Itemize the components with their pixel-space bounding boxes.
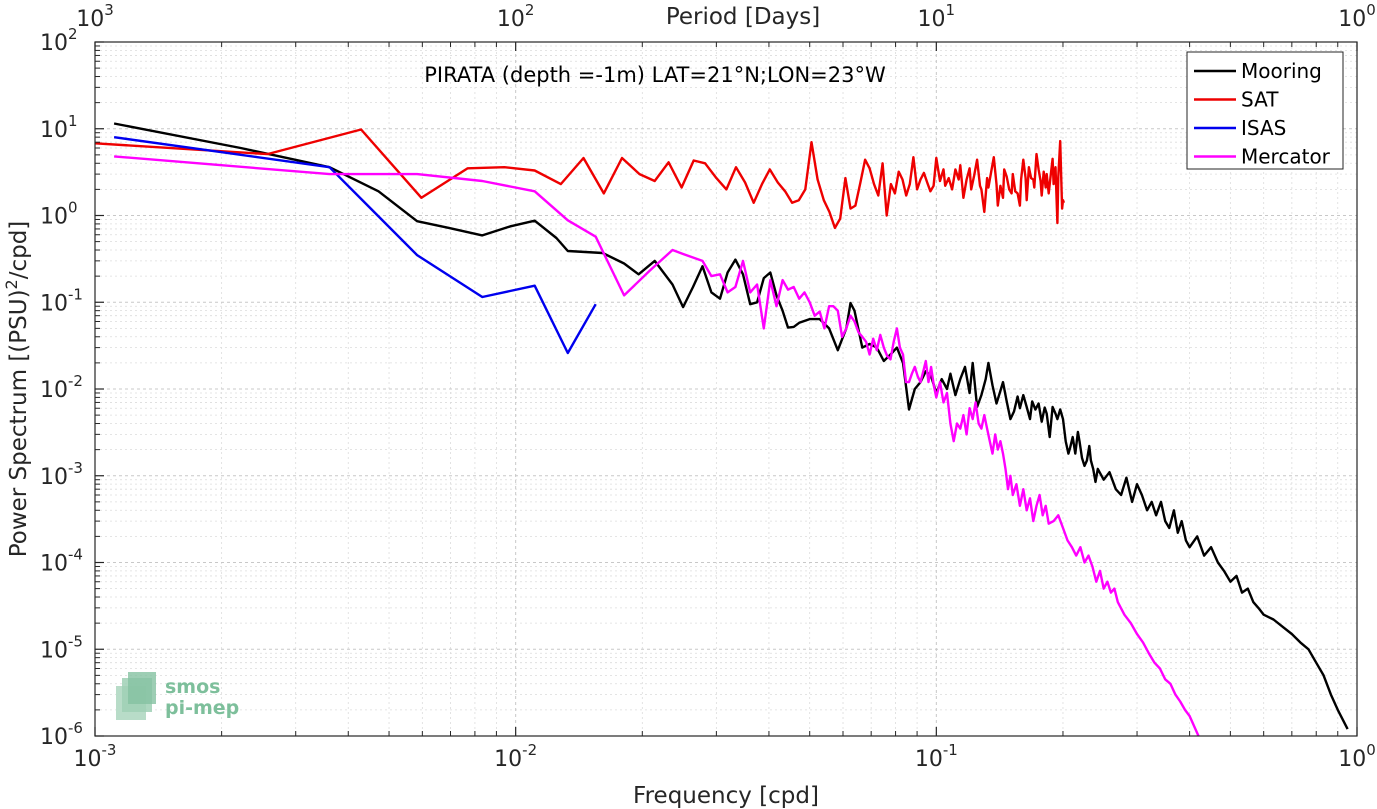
y-tick-label: 10-3 [40,459,83,490]
legend-label-mercator: Mercator [1241,145,1331,169]
legend-label-sat: SAT [1241,88,1279,112]
y-tick-label: 10-5 [40,632,83,663]
x-tick-base: 10 [494,747,522,772]
logo-shape-front [128,672,156,704]
x-tick-label: 10-1 [915,741,958,772]
y-axis-label-tail: /cpd] [6,221,32,280]
y-tick-base: 10 [40,291,68,316]
y-axis-label-text: Power Spectrum [(PSU) [6,289,32,557]
y-tick-base: 10 [40,638,68,663]
x-tick-label: 10-2 [494,741,537,772]
y-tick-exp: 0 [68,199,78,217]
series-line-isas [113,136,597,355]
x-tick-exp: -3 [102,741,117,759]
top-tick-label: 103 [76,1,114,32]
x-tick-exp: -1 [943,741,958,759]
y-tick-exp: -5 [68,632,83,650]
y-tick-base: 10 [40,552,68,577]
y-tick-exp: -6 [68,719,83,737]
top-tick-label: 100 [1338,1,1376,32]
x-tick-exp: -2 [522,741,537,759]
y-tick-exp: -2 [68,372,83,390]
top-tick-exp: 3 [104,1,114,19]
y-axis-label: Power Spectrum [(PSU)2/cpd] [2,221,32,558]
y-tick-base: 10 [40,378,68,403]
x-tick-label: 100 [1338,741,1376,772]
y-tick-label: 10-6 [40,719,83,750]
logo-text-smos: smos [165,676,220,698]
y-axis-label-sup: 2 [2,279,21,289]
x-axis-label: Frequency [cpd] [633,783,819,809]
y-tick-exp: 1 [68,112,78,130]
logo-text-pi-mep: pi-mep [165,697,239,719]
top-tick-label: 102 [497,1,535,32]
x-tick-base: 10 [74,747,102,772]
y-tick-base: 10 [40,31,68,56]
legend: Mooring SAT ISAS Mercator [1186,51,1344,170]
top-tick-label: 101 [918,1,956,32]
y-tick-exp: -1 [68,285,83,303]
x-tick-base: 10 [915,747,943,772]
tick-marks [94,41,1358,737]
series-line-mercator [114,155,1200,736]
y-tick-label: 101 [40,112,78,143]
y-tick-label: 10-4 [40,546,83,577]
series-line-mooring [113,122,1349,730]
chart-title: PIRATA (depth =-1m) LAT=21°N;LON=23°W [424,63,886,87]
y-tick-label: 10-1 [40,285,83,316]
y-tick-exp: -4 [68,546,83,564]
top-tick-exp: 2 [525,1,535,19]
top-tick-exp: 1 [946,1,956,19]
top-tick-base: 10 [1338,7,1366,32]
top-tick-base: 10 [918,7,946,32]
y-tick-label: 102 [40,25,78,56]
top-axis-label: Period [Days] [666,4,820,30]
y-tick-base: 10 [40,465,68,490]
y-tick-base: 10 [40,725,68,750]
y-tick-label: 100 [40,199,78,230]
x-tick-label: 10-3 [74,741,117,772]
x-tick-base: 10 [1338,747,1366,772]
legend-label-mooring: Mooring [1241,59,1322,83]
tick-labels: 10-3 10-2 10-1 10010-610-510-410-310-210-11… [40,1,1376,772]
y-tick-base: 10 [40,118,68,143]
y-tick-base: 10 [40,205,68,230]
series-layer [95,122,1349,736]
top-tick-base: 10 [76,7,104,32]
top-tick-exp: 0 [1366,1,1376,19]
series-line-sat [95,128,1066,230]
x-tick-exp: 0 [1366,741,1376,759]
top-tick-base: 10 [497,7,525,32]
smos-pi-mep-logo: smos pi-mep [116,672,239,720]
y-tick-label: 10-2 [40,372,83,403]
y-tick-exp: -3 [68,459,83,477]
y-tick-exp: 2 [68,25,78,43]
legend-label-isas: ISAS [1241,116,1286,140]
